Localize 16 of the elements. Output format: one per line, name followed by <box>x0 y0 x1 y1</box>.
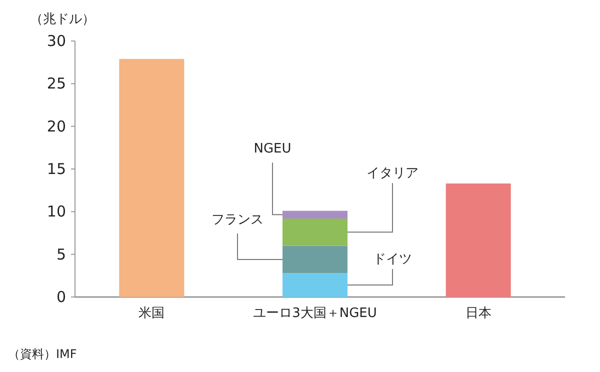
y-tick-label: 20 <box>46 117 66 136</box>
text: （資料）IMF <box>8 347 77 361</box>
y-tick-label: 5 <box>56 245 66 264</box>
y-tick-label: 10 <box>46 202 66 221</box>
y-tick-label: 30 <box>46 32 66 50</box>
x-tick-label: 日本 <box>465 306 492 321</box>
text: NGEU <box>254 142 292 157</box>
text: フランス <box>212 212 264 228</box>
y-tick-label: 0 <box>56 288 66 306</box>
y-tick-label: 25 <box>46 74 66 93</box>
y-tick-label: 15 <box>46 160 66 178</box>
y-axis-title: （兆ドル） <box>30 12 95 27</box>
text: ドイツ <box>373 252 412 268</box>
text: イタリア <box>366 166 418 182</box>
x-tick-label: ユーロ3大国＋NGEU <box>253 306 377 321</box>
x-tick-label: 米国 <box>138 306 165 321</box>
